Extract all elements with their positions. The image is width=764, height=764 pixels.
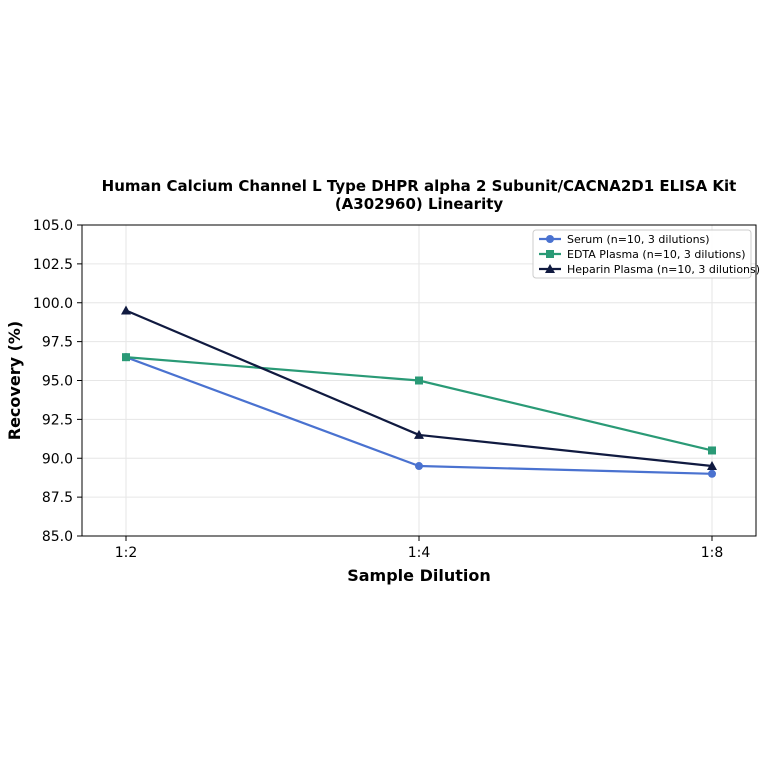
data-point bbox=[414, 429, 424, 439]
legend-marker bbox=[546, 250, 554, 258]
legend-entry: EDTA Plasma (n=10, 3 dilutions) bbox=[539, 248, 746, 261]
y-tick-label: 87.5 bbox=[42, 490, 73, 506]
y-tick-label: 105.0 bbox=[33, 218, 73, 234]
legend-marker bbox=[545, 264, 555, 273]
data-point bbox=[122, 353, 130, 362]
legend-entry: Heparin Plasma (n=10, 3 dilutions) bbox=[539, 263, 760, 276]
y-tick-label: 92.5 bbox=[42, 412, 73, 428]
x-tick-label: 1:4 bbox=[408, 545, 431, 561]
legend-label: Heparin Plasma (n=10, 3 dilutions) bbox=[567, 263, 760, 276]
x-tick-label: 1:2 bbox=[115, 545, 138, 561]
y-tick-label: 85.0 bbox=[42, 529, 73, 545]
legend-entry: Serum (n=10, 3 dilutions) bbox=[539, 233, 710, 246]
y-tick-label: 100.0 bbox=[33, 296, 73, 312]
series-group bbox=[121, 305, 717, 478]
data-point bbox=[708, 469, 716, 478]
legend-label: Serum (n=10, 3 dilutions) bbox=[567, 233, 710, 246]
data-point bbox=[121, 305, 131, 315]
data-point bbox=[415, 376, 423, 385]
x-tick-label: 1:8 bbox=[701, 545, 724, 561]
y-axis-label: Recovery (%) bbox=[5, 321, 24, 440]
legend-label: EDTA Plasma (n=10, 3 dilutions) bbox=[567, 248, 746, 261]
data-point bbox=[415, 462, 423, 471]
legend-box bbox=[532, 229, 752, 279]
data-point bbox=[707, 461, 717, 471]
chart-title-line-2: (A302960) Linearity bbox=[335, 195, 504, 213]
x-axis-label: Sample Dilution bbox=[347, 566, 491, 585]
chart-title-line-1: Human Calcium Channel L Type DHPR alpha … bbox=[102, 177, 737, 195]
series-3 bbox=[121, 305, 717, 471]
series-2 bbox=[122, 353, 716, 455]
y-tick-label: 90.0 bbox=[42, 451, 73, 467]
y-tick-label: 97.5 bbox=[42, 335, 73, 351]
y-tick-label: 102.5 bbox=[33, 257, 73, 273]
y-tick-label: 95.0 bbox=[42, 374, 73, 390]
legend: Serum (n=10, 3 dilutions) EDTA Plasma (n=… bbox=[532, 229, 760, 279]
legend-marker bbox=[546, 235, 554, 243]
ticks: 85.0 87.5 90.0 92.5 95.0 97.5 100.0 102.5 105.0 1… bbox=[33, 218, 723, 561]
data-point bbox=[708, 446, 716, 455]
